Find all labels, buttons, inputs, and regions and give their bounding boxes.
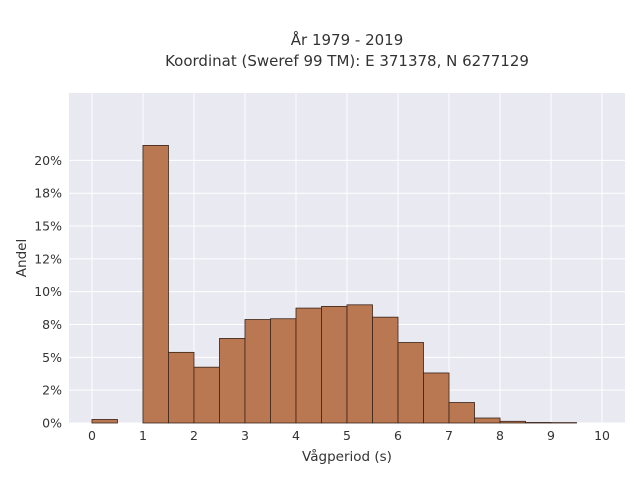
y-tick-label: 15%	[34, 219, 62, 234]
x-tick-label: 4	[292, 428, 300, 443]
x-tick-label: 6	[394, 428, 402, 443]
x-tick-label: 8	[496, 428, 504, 443]
histogram-bar	[525, 422, 552, 424]
x-tick-label: 10	[594, 428, 610, 443]
chart-subtitle: Koordinat (Sweref 99 TM): E 371378, N 62…	[165, 52, 529, 70]
histogram-bar	[295, 307, 322, 424]
histogram-bar	[168, 351, 195, 424]
y-axis-ticks: 0% 2% 5% 8% 10% 12% 15% 18% 20%	[34, 153, 62, 431]
x-tick-label: 2	[190, 428, 198, 443]
x-axis-ticks: 0 1 2 3 4 5 6 7 8 9 10	[88, 428, 610, 443]
x-tick-label: 0	[88, 428, 96, 443]
histogram-bar	[397, 342, 424, 424]
histogram-bar	[142, 144, 169, 424]
histogram-bar	[423, 372, 450, 424]
x-tick-label: 9	[547, 428, 555, 443]
histogram-bar	[346, 304, 373, 424]
y-tick-label: 0%	[42, 416, 62, 431]
y-tick-label: 18%	[34, 186, 62, 201]
histogram-bar	[91, 419, 118, 424]
x-tick-label: 1	[139, 428, 147, 443]
x-tick-label: 3	[241, 428, 249, 443]
y-tick-label: 5%	[42, 350, 62, 365]
x-axis-label: Vågperiod (s)	[302, 448, 392, 465]
bars	[91, 144, 577, 424]
y-tick-label: 10%	[34, 284, 62, 299]
y-tick-label: 2%	[42, 383, 62, 398]
x-tick-label: 5	[343, 428, 351, 443]
histogram-bar	[499, 420, 526, 424]
histogram-bar	[372, 316, 399, 424]
y-tick-label: 20%	[34, 153, 62, 168]
y-tick-label: 8%	[42, 317, 62, 332]
chart-title: År 1979 - 2019	[291, 30, 404, 49]
histogram-bar	[219, 338, 246, 424]
x-tick-label: 7	[445, 428, 453, 443]
histogram-bar	[193, 366, 220, 424]
y-tick-label: 12%	[34, 251, 62, 266]
histogram-bar	[474, 417, 501, 424]
histogram-bar	[448, 402, 475, 424]
histogram-bar	[321, 305, 348, 424]
histogram-bar	[244, 319, 271, 424]
histogram-bar	[270, 318, 297, 424]
y-axis-label: Andel	[14, 239, 30, 277]
